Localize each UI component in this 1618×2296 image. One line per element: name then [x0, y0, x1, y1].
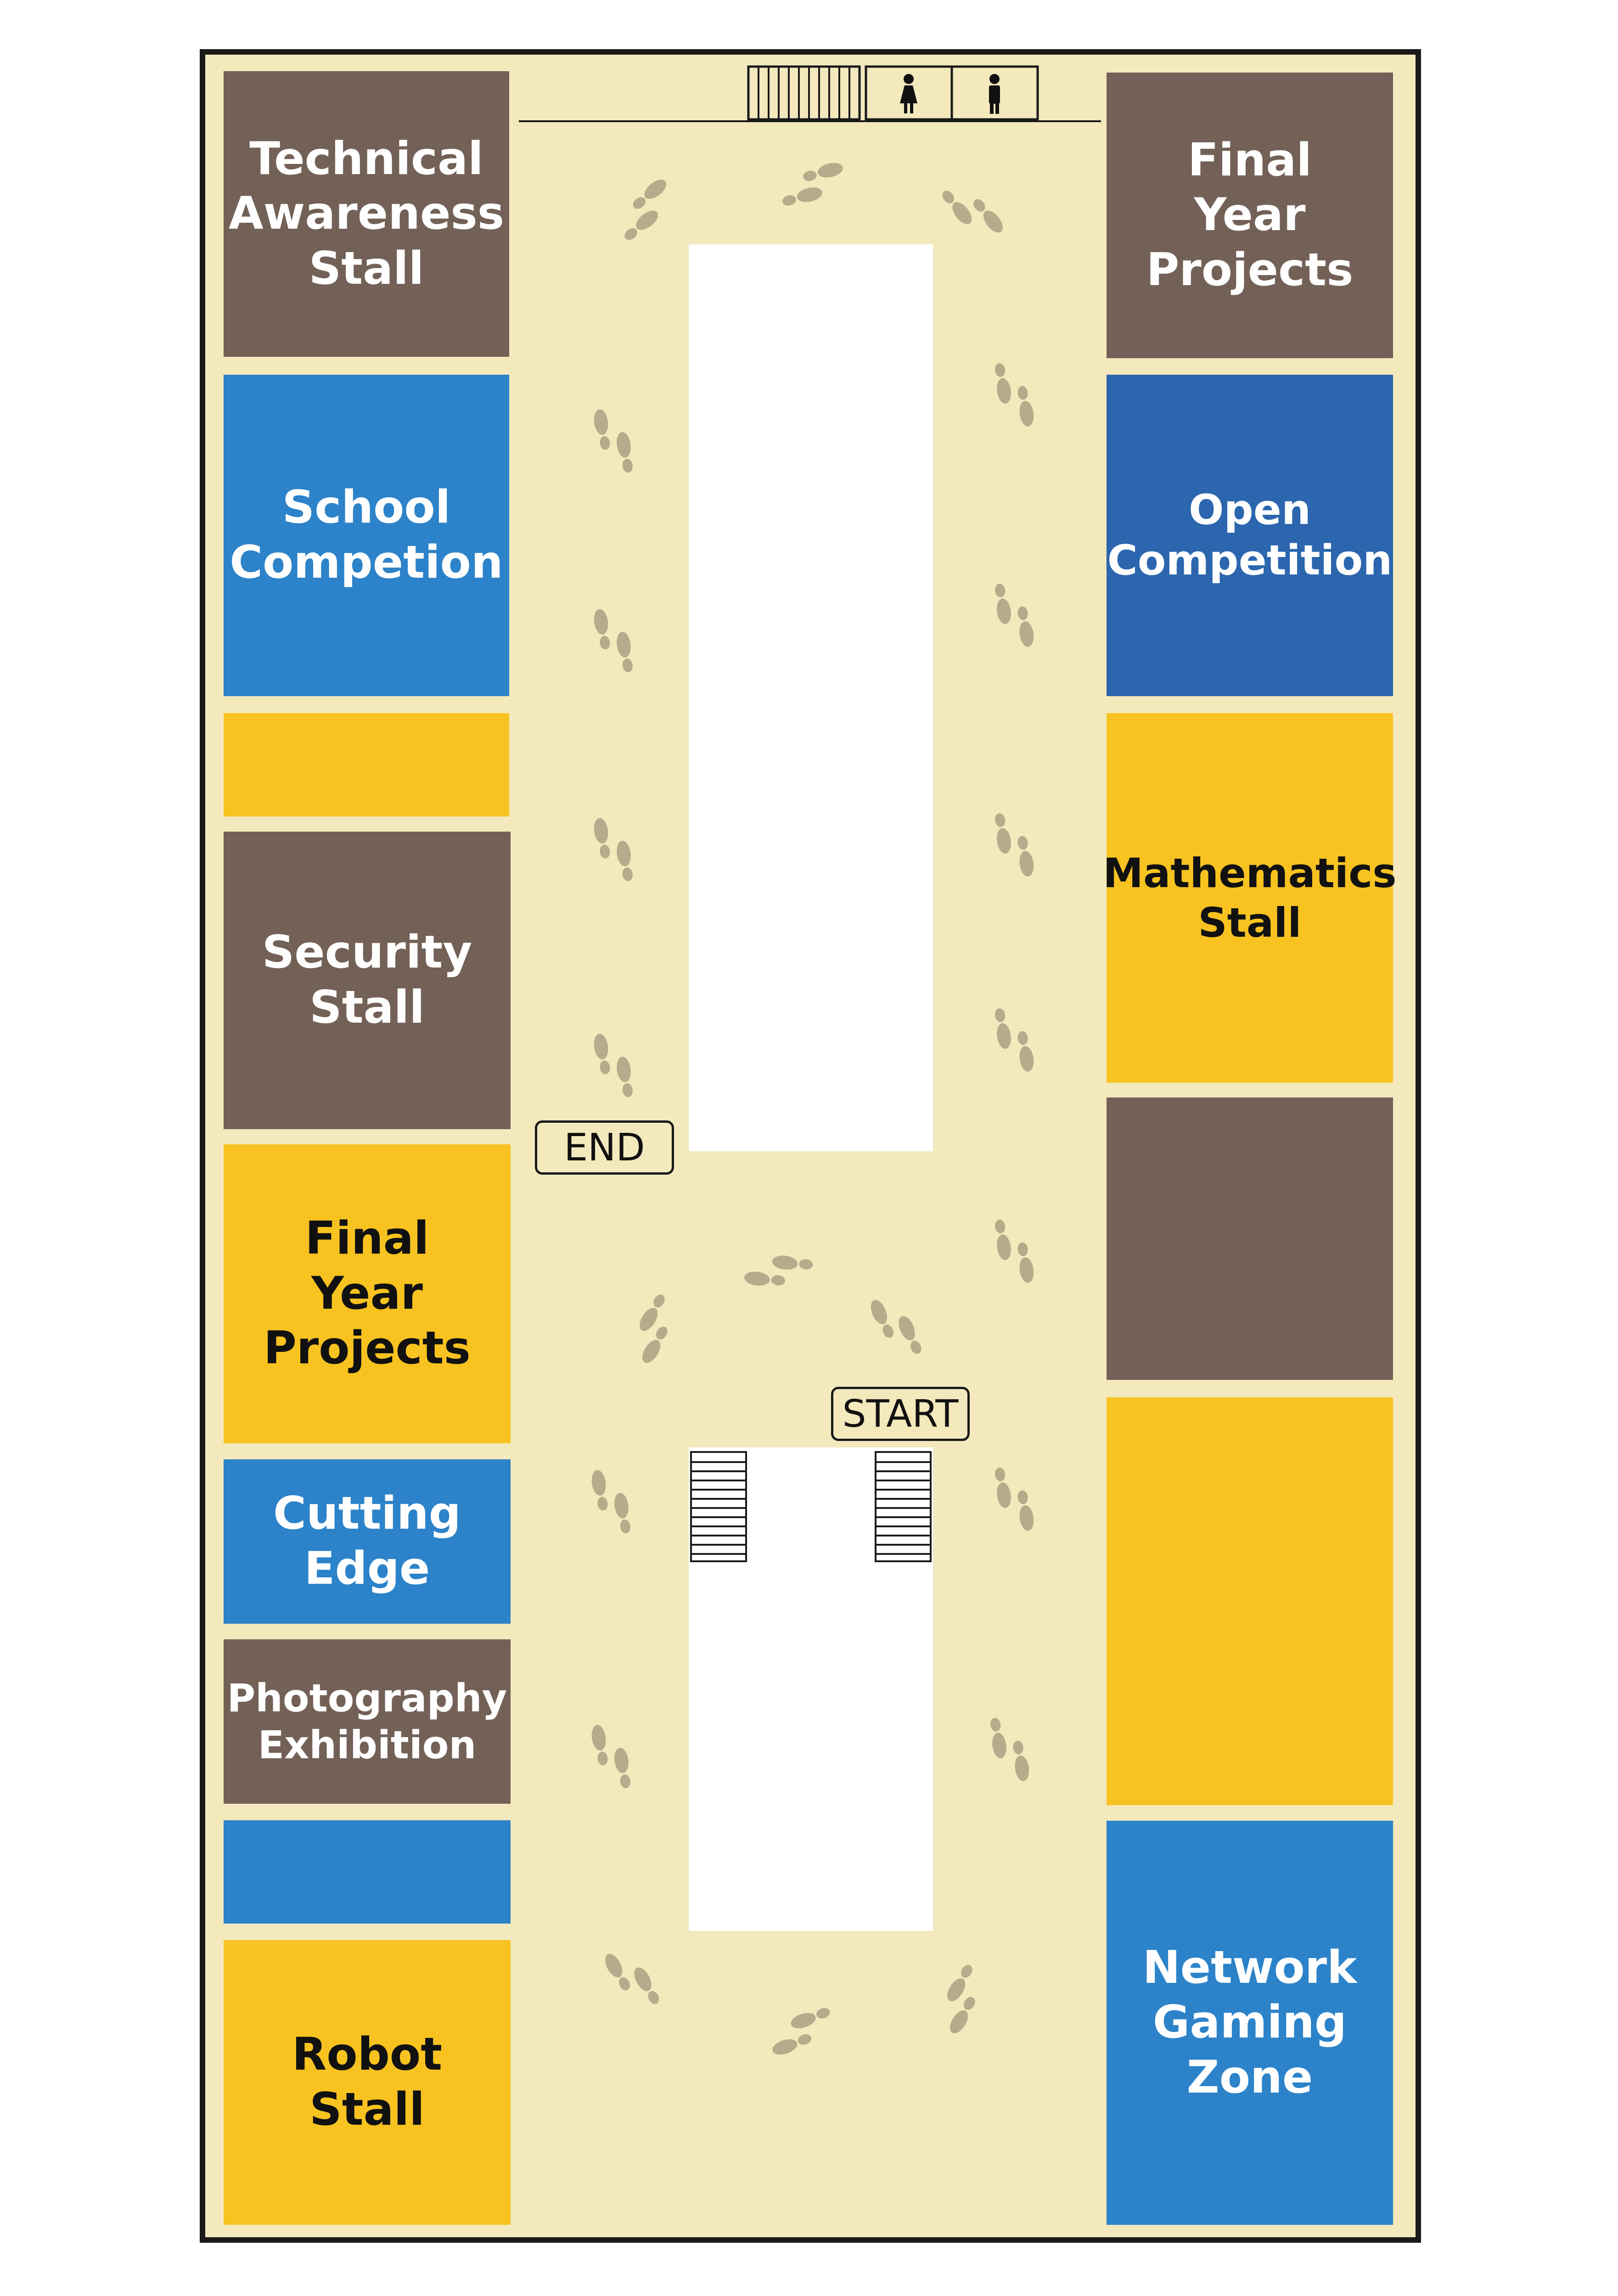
stall-cutting-edge[interactable]: Cutting Edge [224, 1459, 511, 1624]
stall-security[interactable]: Security Stall [224, 832, 511, 1129]
stall-unlabeled-blue-left[interactable] [224, 1820, 511, 1924]
stall-final-year-projects-left[interactable]: Final Year Projects [224, 1144, 511, 1443]
stall-final-year-projects-right[interactable]: Final Year Projects [1107, 73, 1393, 358]
start-marker: START [831, 1387, 970, 1441]
stall-robot[interactable]: Robot Stall [224, 1940, 511, 2225]
stairs-icon [690, 1451, 932, 1562]
stall-unlabeled-brown-right[interactable] [1107, 1097, 1393, 1380]
stall-open-competition[interactable]: Open Competition [1107, 375, 1393, 696]
stall-school-competition[interactable]: School Competion [224, 375, 509, 696]
stall-technical-awareness[interactable]: Technical Awareness Stall [224, 71, 509, 357]
stairs-icon [747, 65, 861, 121]
stall-unlabeled-yellow-right[interactable] [1107, 1397, 1393, 1805]
stall-network-gaming-zone[interactable]: Network Gaming Zone [1107, 1821, 1393, 2225]
stall-photography-exhibition[interactable]: Photography Exhibition [224, 1639, 511, 1804]
male-restroom-icon [989, 74, 1000, 114]
stall-mathematics[interactable]: Mathematics Stall [1103, 713, 1397, 1083]
footprints-path [590, 160, 1035, 2058]
central-block-upper [689, 244, 933, 1151]
stall-unlabeled-yellow-left[interactable] [224, 713, 509, 816]
end-marker: END [535, 1120, 674, 1175]
female-restroom-icon [900, 74, 917, 113]
